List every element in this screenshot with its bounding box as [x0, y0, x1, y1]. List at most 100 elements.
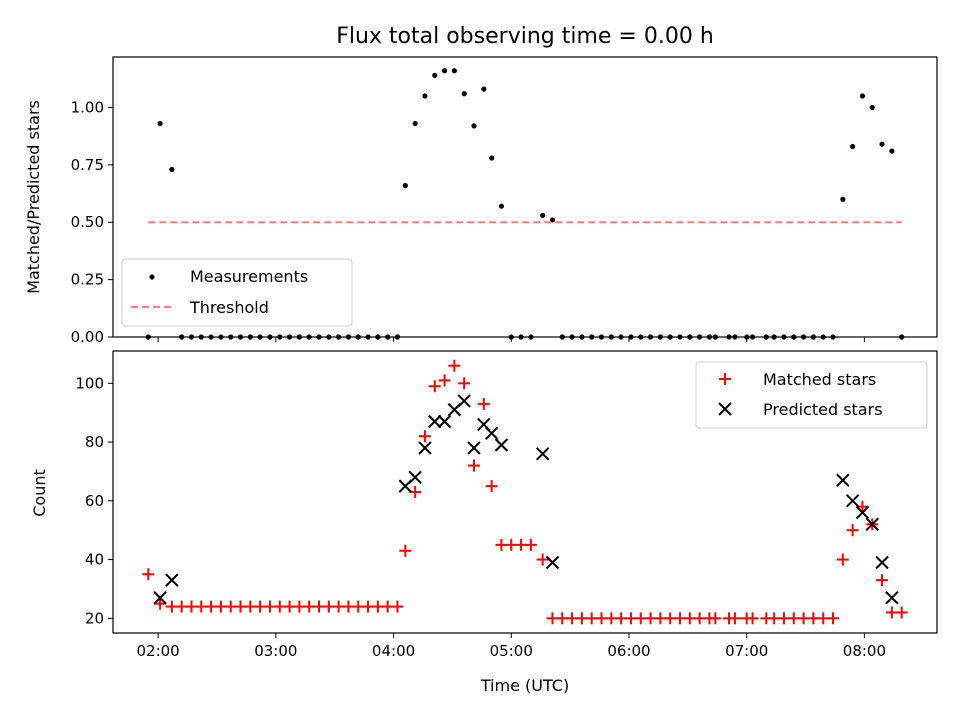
- y-tick-label: 80: [85, 433, 104, 451]
- matched-star-point: [142, 568, 155, 581]
- x-stroke-2: [408, 470, 422, 485]
- predicted-star-point: [875, 555, 889, 570]
- predicted-star-point: [408, 470, 422, 485]
- x-stroke-2: [865, 517, 879, 532]
- measurement-point: [869, 104, 875, 111]
- bottom-legend: Matched stars Predicted stars: [695, 361, 928, 429]
- y-tick-label: 1.00: [71, 98, 104, 116]
- matched-star-point: [895, 606, 908, 619]
- bottom-panel: Count Time (UTC) 02:00 03:00 04:00 05:00 06:…: [30, 350, 938, 695]
- top-panel: Flux total observing time = 0.00 h Match…: [24, 24, 938, 346]
- x-stroke-2: [885, 591, 899, 605]
- x-stroke-2: [418, 441, 432, 455]
- y-tick-label: 20: [85, 609, 104, 627]
- matched-star-point: [438, 374, 451, 387]
- predicted-star-point: [836, 473, 850, 487]
- matched-star-point: [846, 524, 859, 537]
- bottom-plot-marks: [142, 359, 908, 625]
- bottom-axis-ticks: 02:00 03:00 04:00 05:00 06:00 07:00 08:00 20 40 6…: [75, 374, 886, 660]
- matched-star-point: [728, 612, 741, 625]
- x-tick-label: 02:00: [137, 642, 180, 660]
- predicted-star-point: [845, 494, 860, 508]
- y-tick-label: 0.75: [71, 156, 104, 174]
- y-tick-label: 100: [75, 374, 104, 392]
- measurement-point: [850, 143, 856, 150]
- x-tick-label: 08:00: [843, 642, 886, 660]
- predicted-star-point: [437, 414, 452, 429]
- x-tick-label: 05:00: [490, 642, 533, 660]
- x-stroke-2: [845, 494, 860, 508]
- predicted-star-point: [535, 447, 550, 461]
- matched-star-point: [709, 612, 722, 625]
- measurement-point: [840, 196, 846, 202]
- predicted-star-point: [428, 414, 442, 429]
- measurement-point: [471, 123, 477, 129]
- matched-star-point: [391, 600, 404, 613]
- measurement-point: [402, 182, 408, 189]
- matched-star-point: [836, 553, 849, 566]
- predicted-star-point: [545, 555, 560, 570]
- measurement-point: [169, 166, 175, 173]
- predicted-star-point: [153, 591, 167, 605]
- y-tick-label: 0.00: [71, 328, 104, 346]
- x-stroke-2: [836, 473, 850, 487]
- x-stroke-2: [467, 441, 481, 455]
- matched-star-point: [467, 459, 480, 472]
- x-stroke-2: [875, 555, 889, 570]
- y-tick-label: 40: [85, 551, 104, 569]
- matched-star-point: [418, 430, 431, 443]
- predicted-star-point: [865, 517, 879, 532]
- x-stroke-2: [535, 447, 550, 461]
- matched-star-point: [536, 553, 549, 566]
- measurement-point: [422, 93, 428, 99]
- measurement-point: [481, 86, 487, 92]
- predicted-star-point: [457, 394, 471, 408]
- x-tick-label: 07:00: [725, 642, 768, 660]
- x-stroke-2: [428, 414, 442, 429]
- x-axis-label: Time (UTC): [480, 676, 569, 695]
- matched-star-point: [524, 538, 537, 551]
- bottom-y-axis-label: Count: [30, 469, 49, 517]
- legend-predicted-label: Predicted stars: [763, 400, 883, 419]
- x-stroke-2: [437, 414, 452, 429]
- measurement-point: [859, 93, 866, 99]
- matched-star-point: [458, 377, 471, 390]
- matched-star-point: [448, 359, 461, 372]
- measurement-point: [889, 148, 895, 154]
- measurement-point: [432, 72, 438, 78]
- x-stroke-2: [477, 417, 491, 432]
- y-tick-label: 60: [85, 492, 104, 510]
- measurement-point: [879, 141, 885, 147]
- predicted-star-point: [494, 438, 509, 452]
- predicted-star-point: [467, 441, 481, 455]
- y-tick-label: 0.50: [71, 213, 104, 231]
- measurement-point: [412, 120, 418, 127]
- x-stroke-2: [457, 394, 471, 408]
- matched-star-point: [746, 612, 759, 625]
- chart-title: Flux total observing time = 0.00 h: [336, 24, 714, 49]
- measurement-point: [451, 68, 457, 74]
- x-tick-label: 03:00: [254, 642, 297, 660]
- legend-measurements-label: Measurements: [190, 267, 308, 286]
- top-plot-marks: [145, 68, 905, 340]
- matched-star-point: [154, 597, 167, 610]
- legend-matched-marker: [719, 373, 731, 385]
- x-stroke-2: [153, 591, 167, 605]
- measurement-point: [540, 212, 546, 218]
- legend-measurements-marker: [149, 274, 155, 280]
- x-stroke-2: [165, 573, 179, 587]
- matched-star-point: [399, 544, 412, 557]
- matched-star-point: [485, 480, 498, 493]
- x-tick-label: 04:00: [372, 642, 415, 660]
- top-axis-ticks: 0.00 0.25 0.50 0.75 1.00: [71, 98, 865, 346]
- predicted-star-point: [885, 591, 899, 605]
- measurement-point: [157, 120, 163, 127]
- predicted-star-point: [855, 505, 870, 520]
- legend-matched-label: Matched stars: [763, 370, 876, 389]
- matched-star-point: [428, 380, 441, 393]
- matched-star-point: [477, 397, 490, 410]
- measurement-point: [441, 68, 448, 74]
- matched-star-point: [876, 574, 889, 587]
